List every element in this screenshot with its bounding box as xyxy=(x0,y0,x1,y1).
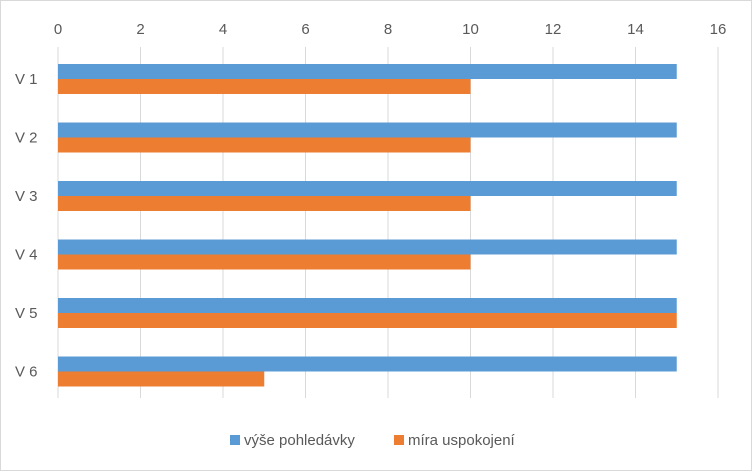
bar-vyse-pohledavky xyxy=(58,122,677,138)
x-tick-label: 4 xyxy=(219,21,227,38)
y-tick-label: V 6 xyxy=(15,364,38,381)
bar-mira-uspokojeni xyxy=(58,371,265,387)
legend-label: míra uspokojení xyxy=(408,432,516,449)
bar-mira-uspokojeni xyxy=(58,196,471,211)
x-tick-label: 12 xyxy=(545,21,562,38)
y-tick-label: V 5 xyxy=(15,305,38,322)
bar-mira-uspokojeni xyxy=(58,254,471,270)
x-tick-label: 14 xyxy=(627,21,644,38)
y-tick-label: V 2 xyxy=(15,130,38,147)
x-tick-label: 16 xyxy=(710,21,727,38)
x-tick-label: 10 xyxy=(462,21,479,38)
bar-mira-uspokojeni xyxy=(58,137,471,153)
bar-mira-uspokojeni xyxy=(58,79,471,94)
x-tick-label: 8 xyxy=(384,21,392,38)
legend-swatch xyxy=(230,435,240,445)
y-tick-label: V 4 xyxy=(15,247,38,264)
x-tick-label: 0 xyxy=(54,21,62,38)
x-tick-label: 6 xyxy=(301,21,309,38)
bar-vyse-pohledavky xyxy=(58,181,677,196)
legend-label: výše pohledávky xyxy=(244,432,355,449)
legend-swatch xyxy=(394,435,404,445)
x-tick-label: 2 xyxy=(136,21,144,38)
bar-vyse-pohledavky xyxy=(58,298,677,313)
bar-mira-uspokojeni xyxy=(58,313,677,328)
y-tick-label: V 3 xyxy=(15,188,38,205)
bar-vyse-pohledavky xyxy=(58,239,677,255)
y-tick-label: V 1 xyxy=(15,71,38,88)
bar-vyse-pohledavky xyxy=(58,64,677,79)
bar-vyse-pohledavky xyxy=(58,356,677,372)
